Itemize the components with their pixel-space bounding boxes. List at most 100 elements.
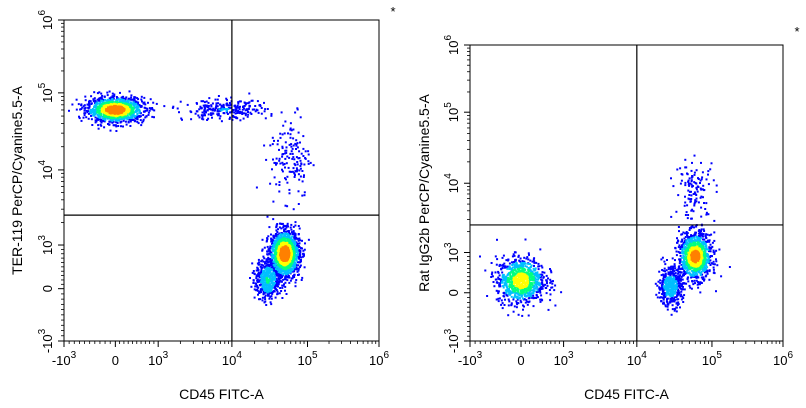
event-dot <box>103 120 106 123</box>
event-dot <box>671 271 673 274</box>
event-dot <box>490 276 493 278</box>
event-dot <box>283 163 286 165</box>
event-dot <box>672 278 675 281</box>
event-dot <box>112 120 115 123</box>
event-dot <box>92 100 95 103</box>
event-dot <box>686 173 689 176</box>
event-dot <box>207 117 210 120</box>
event-dot <box>498 297 501 300</box>
event-dot <box>288 143 291 146</box>
event-dot <box>282 273 285 276</box>
event-dot <box>133 99 136 102</box>
event-dot <box>201 117 204 120</box>
event-dot <box>529 266 532 269</box>
event-dot <box>78 117 81 120</box>
event-dot <box>284 275 287 278</box>
event-dot <box>268 258 271 261</box>
event-dot <box>307 150 310 153</box>
event-dot <box>502 286 505 289</box>
event-dot <box>253 273 256 276</box>
event-dot <box>113 95 116 97</box>
event-dot <box>225 97 228 100</box>
event-dot <box>270 113 273 115</box>
event-dot <box>210 104 213 107</box>
event-dot <box>517 255 520 258</box>
event-dot <box>501 256 504 259</box>
event-dot <box>693 273 696 276</box>
event-dot <box>299 264 302 267</box>
event-dot <box>693 181 696 184</box>
event-dot <box>674 278 677 281</box>
event-dot <box>292 230 295 233</box>
event-dot <box>272 234 275 237</box>
event-dot <box>679 248 682 250</box>
event-dot <box>703 278 706 281</box>
event-dot <box>688 227 691 229</box>
event-dot <box>278 184 281 186</box>
event-dot <box>274 262 277 265</box>
event-dot <box>284 285 287 288</box>
event-dot <box>681 233 684 236</box>
event-dot <box>526 300 529 303</box>
event-dot <box>262 281 265 284</box>
event-dot <box>536 271 539 274</box>
event-dot <box>142 102 145 105</box>
event-dot <box>114 109 116 111</box>
event-dot <box>271 168 273 171</box>
event-dot <box>674 272 677 275</box>
event-dot <box>683 241 686 244</box>
event-dot <box>686 238 689 241</box>
event-dot <box>673 284 676 287</box>
event-dot <box>278 232 281 235</box>
event-dot <box>538 287 541 290</box>
event-dot <box>295 144 298 147</box>
event-dot <box>681 260 684 263</box>
event-dot <box>285 162 288 165</box>
event-dot <box>695 194 698 196</box>
event-dot <box>138 111 141 114</box>
event-dot <box>673 263 676 266</box>
event-dot <box>702 242 705 245</box>
event-dot <box>512 253 515 256</box>
event-dot <box>297 203 300 205</box>
event-dot <box>684 195 686 198</box>
event-dot <box>264 279 267 282</box>
event-dot <box>264 288 267 291</box>
event-dot <box>211 102 214 105</box>
event-dot <box>492 281 495 283</box>
event-dot <box>228 107 231 110</box>
event-dot <box>293 243 296 246</box>
event-dot <box>545 292 548 295</box>
event-dot <box>269 182 272 185</box>
event-dot <box>129 120 132 123</box>
event-dot <box>676 241 679 244</box>
event-dot <box>285 146 288 149</box>
event-dot <box>99 120 102 122</box>
event-dot <box>101 115 104 118</box>
event-dot <box>122 97 125 100</box>
event-dot <box>664 273 667 276</box>
event-dot <box>286 222 289 225</box>
event-dot <box>533 290 536 293</box>
event-dot <box>207 101 210 104</box>
event-dot <box>214 109 217 111</box>
event-dot <box>228 118 231 120</box>
event-dot <box>277 267 280 270</box>
event-dot <box>289 152 292 155</box>
event-dot <box>153 109 156 112</box>
event-dot <box>285 225 288 228</box>
event-dot <box>237 106 240 109</box>
event-dot <box>297 173 300 176</box>
event-dot <box>674 267 677 270</box>
event-dot <box>516 295 519 298</box>
event-dot <box>114 104 117 107</box>
event-dot <box>93 97 96 100</box>
event-dot <box>699 274 702 276</box>
y-tick-label: 0 <box>40 285 55 292</box>
event-dot <box>691 280 694 282</box>
event-dot <box>677 280 680 283</box>
event-dot <box>244 109 247 112</box>
event-dot <box>287 166 290 169</box>
event-dot <box>275 163 277 166</box>
